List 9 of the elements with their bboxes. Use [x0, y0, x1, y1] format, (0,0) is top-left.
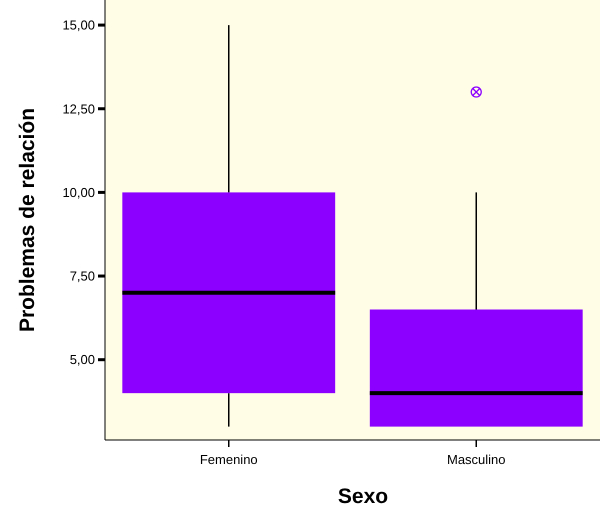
y-tick-label: 12,50	[62, 101, 95, 116]
y-tick-label: 7,50	[70, 268, 95, 284]
y-tick-label: 10,00	[62, 184, 95, 200]
y-axis-title: Problemas de relación	[16, 108, 39, 332]
y-tick-label: 15,00	[62, 18, 95, 33]
x-axis-title: Sexo	[338, 485, 388, 507]
x-tick-label: Masculino	[446, 452, 506, 467]
y-tick-label: 5,00	[70, 352, 95, 368]
x-tick-label: Femenino	[200, 452, 258, 467]
